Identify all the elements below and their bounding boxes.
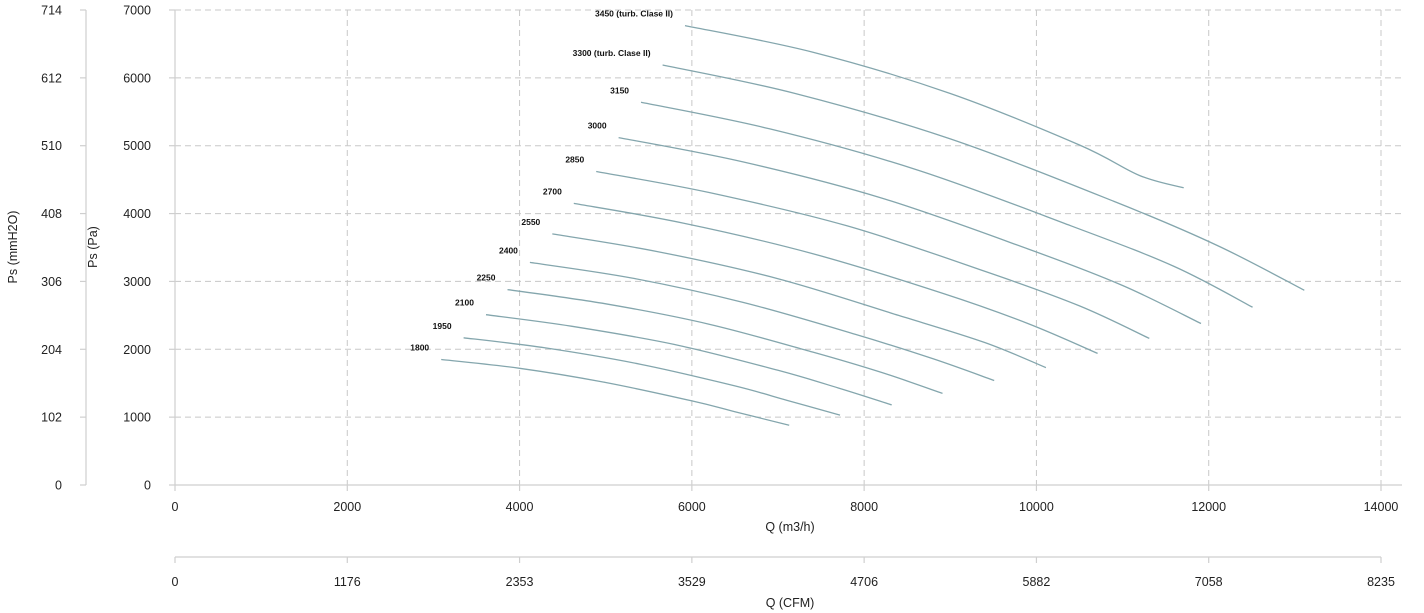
curve-rpm-1800 bbox=[441, 358, 790, 426]
curve-rpm-3300 bbox=[662, 64, 1305, 291]
axes: 0 2000 4000 6000 8000 10000 12000 14000 0 1000 200… bbox=[41, 4, 1402, 589]
curve-label: 3450 (turb. Clase II) bbox=[595, 9, 673, 19]
y2-tick-label: 204 bbox=[41, 343, 62, 357]
curve-rpm-2100 bbox=[485, 314, 892, 406]
curve-label: 1950 bbox=[433, 321, 452, 331]
y-tick-label: 0 bbox=[144, 479, 151, 493]
x-tick-label: 14000 bbox=[1364, 500, 1399, 514]
y2-tick-label: 612 bbox=[41, 71, 62, 85]
curve-label: 2100 bbox=[455, 298, 474, 308]
curve-label: 3000 bbox=[588, 121, 607, 131]
x2-axis-title: Q (CFM) bbox=[766, 596, 815, 610]
y-tick-label: 2000 bbox=[123, 343, 151, 357]
x2-tick-label: 1176 bbox=[334, 575, 361, 589]
curve-rpm-2250 bbox=[507, 288, 943, 395]
curve-label: 2250 bbox=[477, 273, 496, 283]
x-tick-label: 4000 bbox=[506, 500, 534, 514]
y2-tick-label: 102 bbox=[41, 411, 62, 425]
curve-rpm-2400 bbox=[529, 261, 995, 382]
y-tick-label: 7000 bbox=[123, 4, 151, 18]
x2-tick-label: 5882 bbox=[1023, 575, 1051, 589]
x2-tick-label: 0 bbox=[172, 575, 179, 589]
curve-rpm-1950 bbox=[463, 337, 841, 416]
x-axis-title: Q (m3/h) bbox=[765, 520, 814, 534]
curve-label: 1800 bbox=[410, 342, 429, 352]
x-tick-label: 6000 bbox=[678, 500, 706, 514]
curve-label: 3150 bbox=[610, 85, 629, 95]
curve-label: 3300 (turb. Clase II) bbox=[573, 48, 651, 58]
y-axis-title: Ps (Pa) bbox=[86, 226, 100, 268]
x2-tick-label: 2353 bbox=[506, 575, 534, 589]
curve-rpm-2700 bbox=[573, 202, 1098, 354]
curve-rpm-3450 bbox=[684, 24, 1184, 189]
x-tick-label: 2000 bbox=[333, 500, 361, 514]
y-tick-label: 5000 bbox=[123, 139, 151, 153]
curve-label: 2850 bbox=[565, 155, 584, 165]
curve-label: 2700 bbox=[543, 186, 562, 196]
y-tick-label: 1000 bbox=[123, 411, 151, 425]
curves bbox=[441, 24, 1305, 426]
curve-rpm-3000 bbox=[618, 136, 1202, 325]
y2-tick-label: 0 bbox=[55, 479, 62, 493]
y2-tick-label: 306 bbox=[41, 275, 62, 289]
x-tick-label: 8000 bbox=[850, 500, 878, 514]
y-tick-label: 4000 bbox=[123, 207, 151, 221]
curve-rpm-2850 bbox=[596, 170, 1150, 339]
grid bbox=[175, 9, 1402, 485]
y2-tick-label: 408 bbox=[41, 207, 62, 221]
curve-rpm-3150 bbox=[640, 101, 1253, 308]
x2-tick-label: 3529 bbox=[678, 575, 706, 589]
y2-tick-label: 510 bbox=[41, 139, 62, 153]
x-tick-label: 10000 bbox=[1019, 500, 1054, 514]
curve-rpm-2550 bbox=[552, 233, 1047, 369]
x2-tick-label: 8235 bbox=[1367, 575, 1395, 589]
y-tick-label: 6000 bbox=[123, 71, 151, 85]
x2-tick-label: 4706 bbox=[850, 575, 878, 589]
curve-labels: 1800 1950 2100 2250 2400 2550 2700 2850 3000 3150… bbox=[410, 9, 673, 353]
x-tick-label: 12000 bbox=[1191, 500, 1226, 514]
curve-label: 2400 bbox=[499, 245, 518, 255]
x2-tick-label: 7058 bbox=[1195, 575, 1223, 589]
curve-label: 2550 bbox=[521, 217, 540, 227]
x-tick-label: 0 bbox=[172, 500, 179, 514]
y-tick-label: 3000 bbox=[123, 275, 151, 289]
y2-tick-label: 714 bbox=[41, 4, 62, 18]
y2-axis-title: Ps (mmH2O) bbox=[6, 211, 20, 284]
